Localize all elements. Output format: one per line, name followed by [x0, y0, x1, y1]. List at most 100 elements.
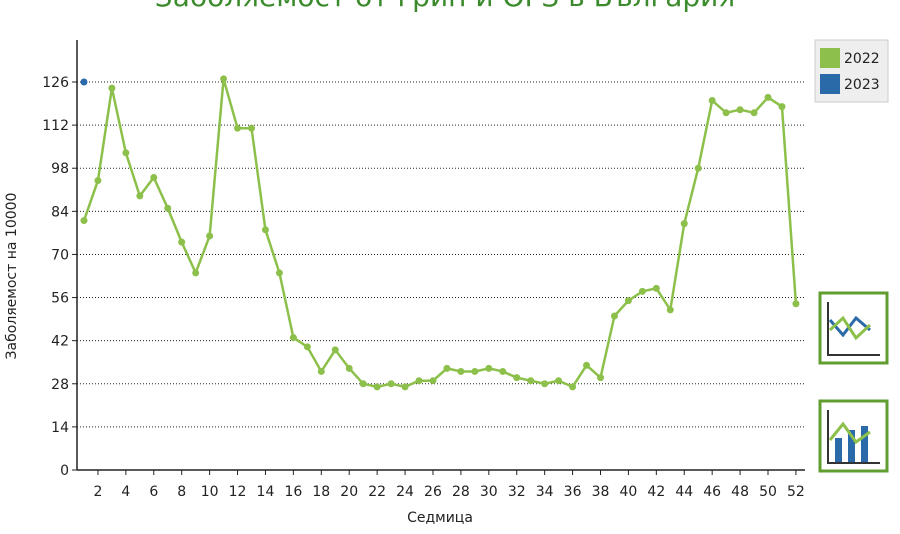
y-tick-label: 56	[51, 291, 69, 307]
data-point	[80, 78, 88, 86]
data-point	[555, 377, 563, 385]
data-point	[499, 367, 507, 375]
data-point	[206, 232, 214, 240]
data-point	[457, 367, 465, 375]
x-tick-label: 20	[340, 484, 358, 500]
y-tick-label: 98	[51, 161, 69, 177]
y-tick-label: 42	[51, 334, 69, 350]
data-point	[289, 334, 297, 342]
x-tick-label: 24	[396, 484, 414, 500]
legend-swatch	[820, 74, 840, 94]
x-tick-label: 38	[592, 484, 610, 500]
data-point	[80, 217, 88, 225]
data-point	[736, 106, 744, 114]
data-point	[247, 124, 255, 132]
data-point	[303, 343, 311, 351]
data-point	[415, 377, 423, 385]
x-tick-label: 46	[703, 484, 721, 500]
data-point	[666, 306, 674, 314]
data-point	[750, 109, 758, 117]
x-tick-label: 34	[536, 484, 554, 500]
x-tick-label: 44	[675, 484, 693, 500]
series-line	[82, 78, 798, 389]
bar-chart-button[interactable]	[818, 399, 889, 473]
x-tick-label: 48	[731, 484, 749, 500]
data-point	[583, 361, 591, 369]
chart-title: Заболяемост от грип и ОРЗ в България	[155, 0, 735, 13]
y-tick-label: 126	[42, 75, 69, 91]
data-point	[722, 109, 730, 117]
data-point	[220, 75, 228, 83]
data-point	[708, 96, 716, 104]
x-tick-label: 36	[564, 484, 582, 500]
y-tick-label: 0	[60, 463, 69, 479]
x-tick-label: 50	[759, 484, 777, 500]
x-tick-label: 2	[93, 484, 102, 500]
y-tick-label: 70	[51, 247, 69, 263]
data-point	[694, 164, 702, 172]
data-point	[471, 367, 479, 375]
data-point	[443, 364, 451, 372]
data-point	[596, 374, 604, 382]
data-point	[387, 380, 395, 388]
x-tick-label: 32	[508, 484, 526, 500]
x-tick-label: 42	[647, 484, 665, 500]
y-tick-label: 14	[51, 420, 69, 436]
y-axis-label: Заболяемост на 10000	[4, 193, 20, 360]
data-point	[136, 192, 144, 200]
data-point	[122, 149, 130, 157]
y-tick-label: 112	[42, 118, 69, 134]
x-tick-label: 10	[201, 484, 219, 500]
data-point	[485, 364, 493, 372]
data-point	[610, 312, 618, 320]
data-point	[178, 238, 186, 246]
y-tick-label: 28	[51, 377, 69, 393]
data-point	[401, 383, 409, 391]
x-tick-label: 8	[177, 484, 186, 500]
legend-label: 2023	[844, 77, 880, 93]
x-tick-label: 26	[424, 484, 442, 500]
data-point	[345, 364, 353, 372]
data-point	[359, 380, 367, 388]
legend-swatch	[820, 48, 840, 68]
x-tick-label: 30	[480, 484, 498, 500]
data-point	[792, 300, 800, 308]
x-tick-label: 14	[257, 484, 275, 500]
x-tick-label: 12	[229, 484, 247, 500]
legend-label: 2022	[844, 51, 880, 67]
data-point	[373, 383, 381, 391]
data-point	[624, 297, 632, 305]
data-point	[275, 269, 283, 277]
x-tick-label: 40	[619, 484, 637, 500]
data-point	[331, 346, 339, 354]
x-tick-label: 28	[452, 484, 470, 500]
data-point	[541, 380, 549, 388]
data-point	[680, 220, 688, 228]
data-point	[94, 177, 102, 185]
x-axis-label: Седмица	[407, 510, 473, 526]
x-tick-label: 16	[284, 484, 302, 500]
data-point	[234, 124, 242, 132]
data-point	[317, 367, 325, 375]
data-point	[429, 377, 437, 385]
data-point	[192, 269, 200, 277]
data-point	[778, 103, 786, 111]
data-point	[764, 93, 772, 101]
data-point	[513, 374, 521, 382]
data-point	[108, 84, 116, 92]
data-point	[164, 204, 172, 212]
data-point	[527, 377, 535, 385]
data-point	[638, 287, 646, 295]
x-tick-label: 18	[312, 484, 330, 500]
data-point	[569, 383, 577, 391]
data-point	[150, 173, 158, 181]
x-tick-label: 4	[121, 484, 130, 500]
y-tick-label: 84	[51, 204, 69, 220]
x-tick-label: 6	[149, 484, 158, 500]
data-point	[652, 284, 660, 292]
data-point	[261, 226, 269, 234]
x-tick-label: 52	[787, 484, 805, 500]
line-chart-button[interactable]	[818, 291, 889, 365]
x-tick-label: 22	[368, 484, 386, 500]
